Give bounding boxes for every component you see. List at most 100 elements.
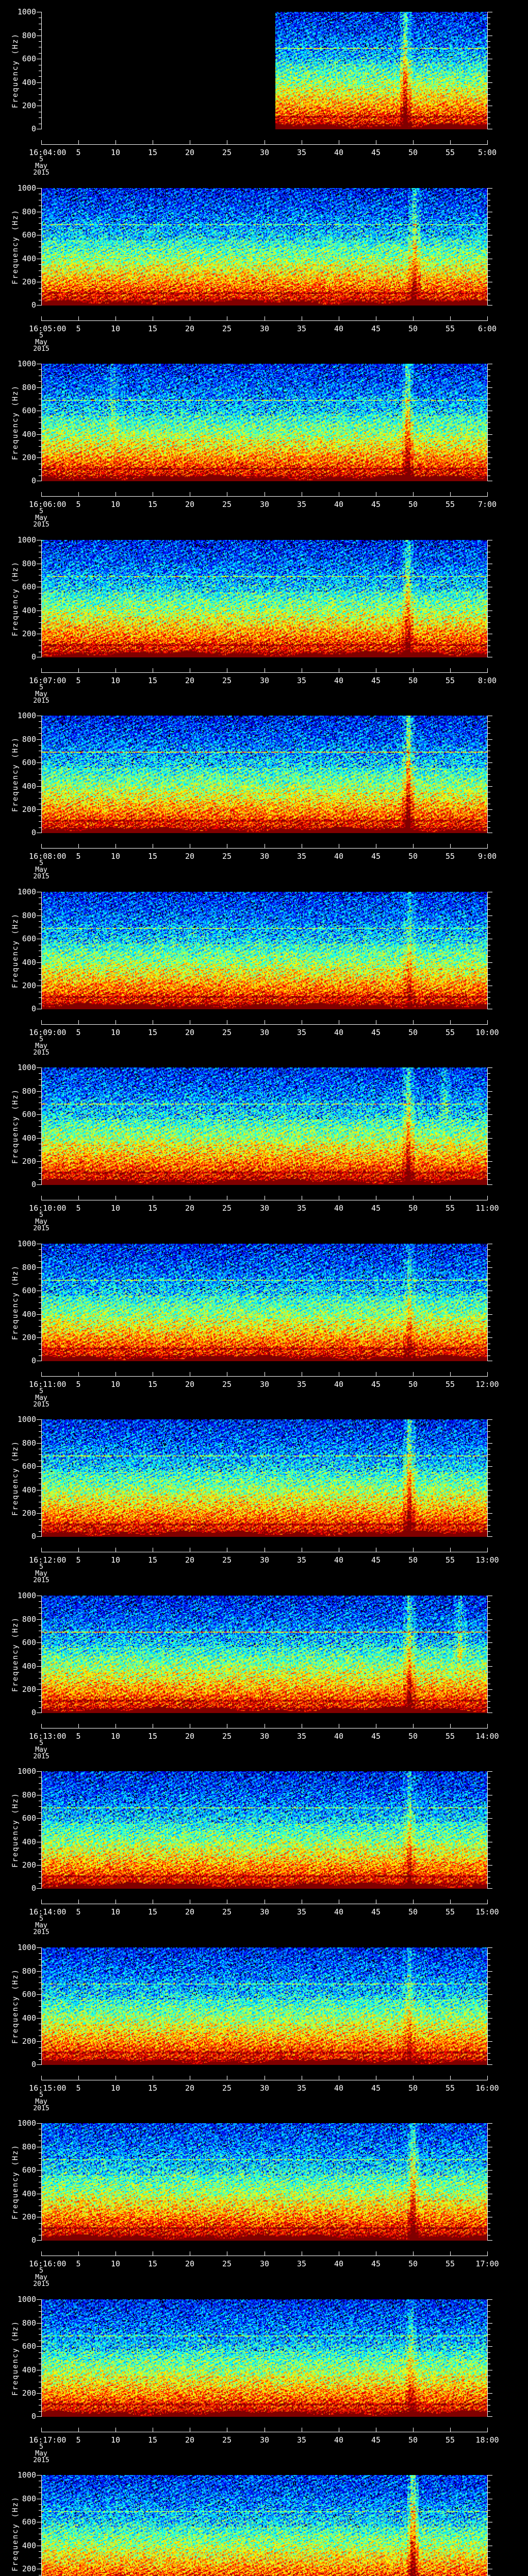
y-axis-tick [39, 1355, 41, 1356]
x-axis-tick [450, 1372, 451, 1376]
date-day-label: 5 [39, 2267, 43, 2275]
y-axis-tick [488, 786, 492, 787]
spectrogram-image [41, 2123, 488, 2241]
x-tick-label: 40 [334, 852, 344, 861]
y-axis-tick [488, 2416, 492, 2417]
y-axis-tick [488, 1249, 490, 1250]
spectrogram-panel-16-04-00: Frequency (Hz) 0 200 400 600 800 1000 5 10 15 20 2… [0, 8, 528, 188]
x-axis-tick [450, 492, 451, 496]
y-tick-label: 200 [22, 2037, 36, 2046]
x-axis-tick [450, 1020, 451, 1024]
y-tick-label: 600 [22, 758, 36, 767]
y-axis-tick [488, 241, 490, 242]
y-axis-tick [39, 2158, 41, 2159]
date-year-label: 2015 [33, 1225, 50, 1232]
date-year-label: 2015 [33, 2456, 50, 2464]
x-tick-label: 25 [222, 2435, 232, 2445]
x-tick-label: 40 [334, 1380, 344, 1389]
date-month-label: May [35, 1922, 47, 1929]
y-axis-tick [39, 2176, 41, 2177]
y-axis-tick [488, 188, 492, 189]
y-axis-tick [39, 1173, 41, 1174]
y-axis-tick [39, 252, 41, 253]
time-axis-line [41, 672, 488, 673]
x-axis-tick [41, 1020, 42, 1024]
y-tick-label: 400 [22, 2541, 36, 2550]
y-axis-tick [39, 1273, 41, 1274]
date-month-label: May [35, 1394, 47, 1402]
panel-end-time-label: 9:00 [477, 852, 497, 861]
y-axis-tick [488, 2053, 490, 2054]
y-axis-tick [488, 1678, 490, 1679]
spectrogram-panel-16-13-00: Frequency (Hz) 0 200 400 600 800 1000 5 10 15 20 2… [0, 1591, 528, 1772]
y-tick-label: 200 [22, 277, 36, 286]
y-tick-label: 1000 [17, 1239, 36, 1248]
x-tick-label: 50 [408, 324, 418, 333]
y-axis-tick [39, 821, 41, 822]
y-axis-tick [39, 1871, 41, 1872]
panel-end-time-label: 18:00 [475, 2435, 499, 2445]
x-tick-label: 35 [296, 2435, 307, 2445]
x-tick-label: 50 [408, 2083, 418, 2093]
date-year-label: 2015 [33, 1577, 50, 1584]
plot-left-edge [41, 1771, 42, 1889]
y-axis-tick [488, 82, 492, 83]
y-axis-tick [39, 1425, 41, 1426]
y-axis-tick [39, 2006, 41, 2007]
y-axis-tick [488, 2240, 492, 2241]
x-tick-label: 55 [445, 324, 455, 333]
x-axis-tick [413, 844, 414, 848]
y-axis-tick [39, 2557, 41, 2558]
y-axis-tick [37, 1865, 41, 1866]
x-tick-label: 10 [110, 2435, 121, 2445]
spectrogram-panel-16-14-00: Frequency (Hz) 0 200 400 600 800 1000 5 10 15 20 2… [0, 1767, 528, 1947]
y-tick-label: 0 [31, 476, 36, 485]
x-tick-label: 15 [147, 1907, 158, 1917]
y-axis-tick [488, 1326, 490, 1327]
date-month-label: May [35, 1218, 47, 1226]
y-tick-label: 0 [31, 1004, 36, 1013]
x-tick-label: 5 [76, 1555, 81, 1565]
x-axis-tick [487, 1900, 488, 1904]
y-axis-tick [39, 241, 41, 242]
x-tick-label: 10 [110, 1204, 121, 1213]
y-axis-tick [488, 1654, 490, 1655]
x-tick-label: 50 [408, 2435, 418, 2445]
y-axis-tick [37, 2018, 41, 2019]
y-axis-tick [488, 1091, 492, 1092]
y-axis-tick [488, 1314, 492, 1315]
y-axis-tick [39, 2551, 41, 2552]
date-month-label: May [35, 1746, 47, 1754]
y-tick-label: 800 [22, 1263, 36, 1272]
x-axis-tick [487, 1548, 488, 1552]
y-axis-tick [488, 1824, 490, 1825]
y-axis-tick [488, 581, 490, 582]
x-tick-label: 25 [222, 500, 232, 509]
plot-right-edge [487, 892, 488, 1009]
x-axis-tick [78, 140, 79, 144]
y-tick-label: 600 [22, 1638, 36, 1647]
y-axis-tick [488, 1085, 490, 1086]
x-axis-tick [78, 1020, 79, 1024]
y-axis-tick [37, 1161, 41, 1162]
y-axis-tick [488, 569, 490, 570]
x-tick-label: 45 [371, 500, 381, 509]
y-axis-tick [39, 968, 41, 969]
x-axis-tick [487, 2076, 488, 2080]
y-axis-title: Frequency (Hz) [11, 1617, 20, 1692]
y-axis-tick [488, 616, 490, 617]
panel-end-time-label: 12:00 [475, 1380, 499, 1389]
time-axis-line [41, 848, 488, 849]
date-year-label: 2015 [33, 2105, 50, 2112]
y-tick-label: 1000 [17, 535, 36, 545]
spectrogram-image [41, 1067, 488, 1185]
x-tick-label: 5 [76, 148, 81, 157]
plot-left-edge [41, 892, 42, 1009]
y-axis-tick [39, 88, 41, 89]
time-axis-line [41, 1024, 488, 1025]
x-tick-label: 40 [334, 1732, 344, 1741]
x-tick-label: 40 [334, 324, 344, 333]
y-axis-tick [39, 1454, 41, 1455]
y-axis-title: Frequency (Hz) [11, 913, 20, 989]
date-month-label: May [35, 2098, 47, 2106]
